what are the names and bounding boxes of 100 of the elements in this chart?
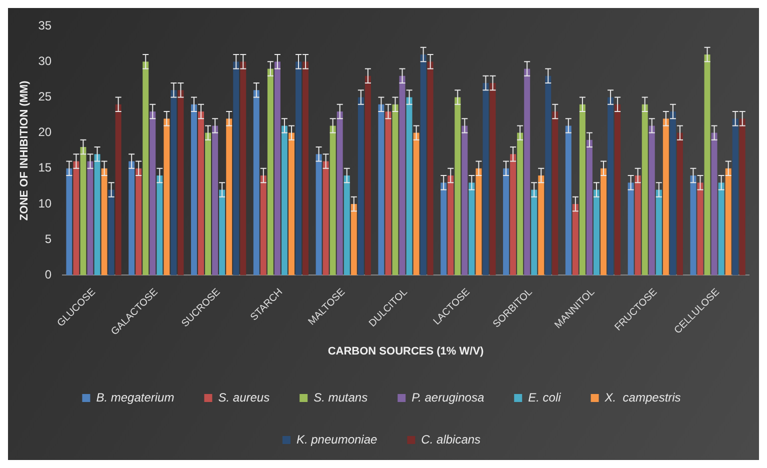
- bar: [142, 62, 149, 276]
- bar: [399, 76, 406, 276]
- bar: [538, 176, 544, 276]
- legend-label: E. coli: [528, 390, 562, 404]
- bar: [531, 190, 538, 276]
- bar: [732, 118, 738, 276]
- bar: [350, 204, 357, 276]
- bar: [594, 190, 600, 276]
- bar: [524, 68, 530, 276]
- bar: [413, 132, 420, 276]
- bar: [240, 62, 246, 276]
- bar: [330, 126, 336, 276]
- bar: [503, 168, 509, 276]
- legend-label: K. pneumoniae: [296, 432, 378, 446]
- bar: [545, 76, 552, 276]
- bar: [164, 118, 170, 276]
- bar: [267, 68, 274, 276]
- bar: [517, 132, 524, 276]
- bar: [198, 111, 204, 276]
- legend-label: P. aeruginosa: [412, 390, 484, 404]
- bar: [150, 111, 156, 276]
- bar: [226, 118, 232, 276]
- bar: [634, 176, 641, 276]
- y-tick-label: 10: [38, 196, 52, 210]
- bar: [670, 111, 676, 276]
- legend-label: S. mutans: [314, 390, 368, 404]
- bar: [392, 104, 398, 276]
- bar: [378, 104, 384, 276]
- bar: [656, 190, 662, 276]
- bar: [385, 111, 392, 276]
- bar: [344, 176, 350, 276]
- bar: [468, 182, 475, 276]
- bar: [406, 97, 412, 276]
- bar: [490, 82, 496, 276]
- bar: [642, 104, 648, 276]
- bar: [662, 118, 669, 276]
- bar: [316, 154, 322, 276]
- y-tick-label: 30: [38, 54, 52, 68]
- bar: [572, 204, 578, 276]
- bar: [94, 154, 100, 276]
- x-axis-title: CARBON SOURCES (1% W/V): [328, 345, 484, 358]
- bar: [454, 97, 461, 276]
- bar: [628, 182, 634, 276]
- bar: [440, 182, 447, 276]
- bar: [420, 54, 426, 276]
- bar: [296, 62, 302, 276]
- bar: [136, 168, 142, 276]
- y-tick-label: 20: [38, 125, 52, 140]
- bar: [676, 132, 683, 276]
- y-axis-title: ZONE OF INHIBITION (MM): [18, 80, 31, 221]
- bar: [170, 90, 177, 276]
- bar: [427, 62, 434, 276]
- bar: [364, 76, 371, 276]
- bar: [281, 126, 288, 276]
- y-tick-label: 15: [38, 160, 52, 175]
- bar: [600, 168, 607, 276]
- bar: [462, 126, 468, 276]
- bar: [565, 126, 572, 276]
- legend-label: C. albicans: [421, 432, 481, 446]
- bar: [115, 104, 122, 276]
- bar: [80, 147, 86, 276]
- bar: [73, 161, 80, 276]
- bar: [128, 161, 135, 276]
- bar: [205, 132, 212, 276]
- bar: [579, 104, 586, 276]
- y-tick-label: 35: [38, 18, 52, 32]
- bar: [274, 62, 280, 276]
- y-tick-label: 0: [44, 268, 52, 282]
- bar: [358, 97, 364, 276]
- bar: [510, 154, 516, 276]
- bar: [87, 161, 94, 276]
- bar: [260, 176, 266, 276]
- bar: [697, 182, 704, 276]
- bar: [690, 176, 696, 276]
- y-tick-label: 5: [44, 232, 52, 246]
- bar: [191, 104, 197, 276]
- legend-label: S. aureus: [218, 390, 270, 404]
- bar: [108, 190, 114, 276]
- bar: [552, 111, 558, 276]
- bar: [288, 132, 294, 276]
- bar: [482, 82, 489, 276]
- bar: [718, 182, 724, 276]
- bar: [233, 62, 240, 276]
- bar: [178, 90, 184, 276]
- bar: [448, 176, 454, 276]
- bar: [336, 111, 343, 276]
- bar: [322, 161, 329, 276]
- legend-label: X. campestris: [604, 390, 681, 404]
- bar: [608, 97, 614, 276]
- bar: [725, 168, 732, 276]
- bar: [302, 62, 309, 276]
- bar: [614, 104, 621, 276]
- bar: [156, 176, 163, 276]
- bar: [704, 54, 710, 276]
- bar: [212, 126, 218, 276]
- bar: [219, 190, 226, 276]
- y-tick-label: 25: [38, 90, 52, 104]
- legend-label: B. megaterium: [96, 390, 174, 404]
- bar: [739, 118, 746, 276]
- bar: [101, 168, 108, 276]
